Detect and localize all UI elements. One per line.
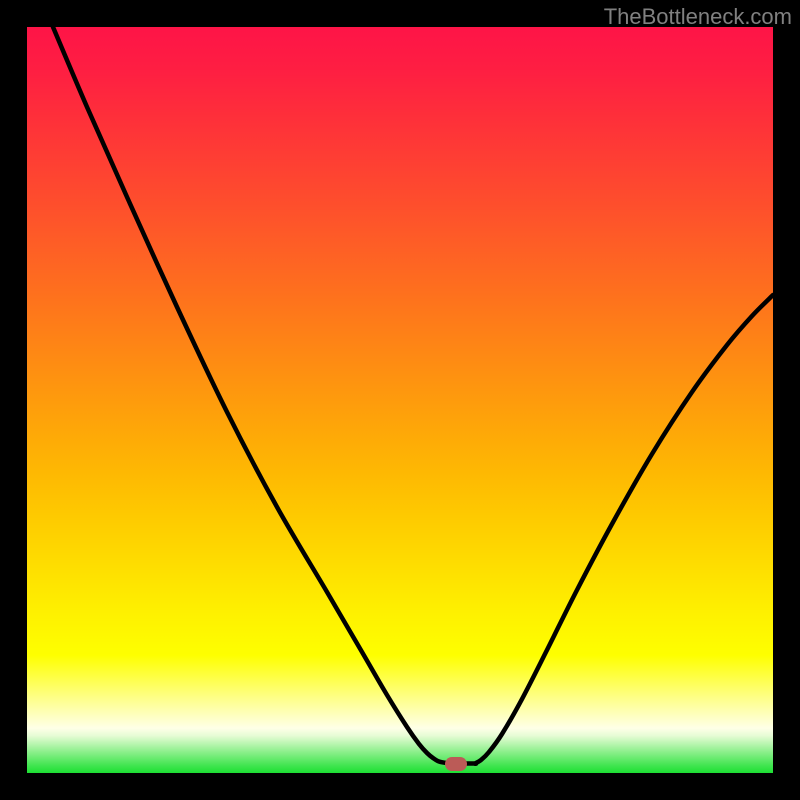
chart-background-gradient bbox=[27, 27, 773, 773]
watermark-text: TheBottleneck.com bbox=[604, 4, 792, 30]
bottleneck-chart bbox=[27, 27, 773, 773]
optimal-point-marker bbox=[445, 757, 467, 771]
